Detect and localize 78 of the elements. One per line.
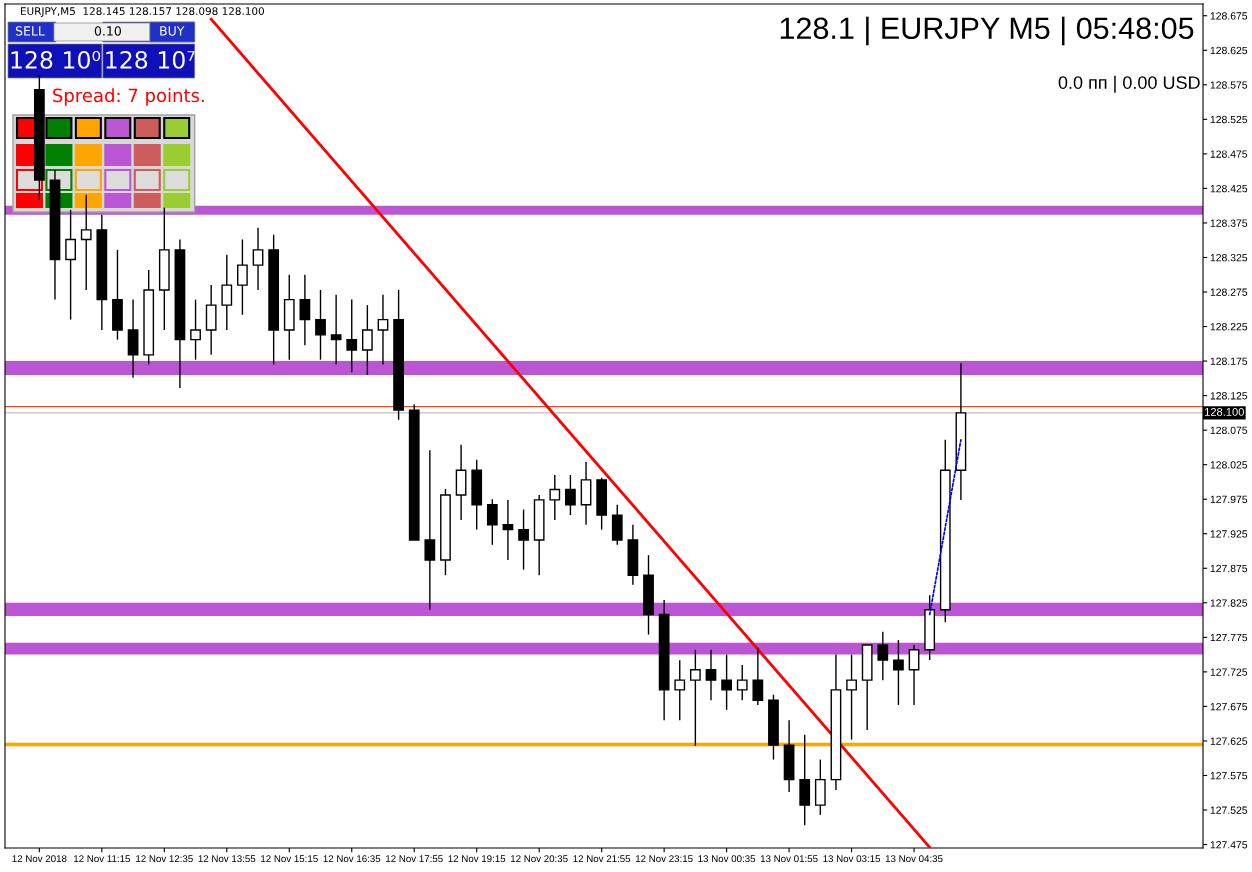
text: 0.0 пп | 0.00 USD [1058, 75, 1200, 93]
y-tick-label: 128.275 [1210, 288, 1248, 296]
y-tick-label: 128.225 [1210, 323, 1248, 331]
candlestick [736, 664, 748, 701]
annotation: EURJPY,M5 128.145 128.157 128.098 128.100 [21, 7, 264, 17]
x-tick-label: 12 Nov 11:15 [74, 855, 130, 863]
x-tick-label: 13 Nov 03:15 [823, 855, 881, 863]
x-tick-label: 12 Nov 17:55 [386, 855, 443, 863]
y-tick-label: 127.725 [1210, 668, 1248, 676]
y-tick-label: 127.925 [1210, 530, 1248, 538]
x-tick-label: 13 Nov 00:35 [698, 855, 756, 863]
x-tick-label: 12 Nov 15:15 [261, 855, 318, 863]
candlestick [330, 294, 342, 366]
annotation: 128 10⁷ [106, 50, 195, 69]
candlestick [377, 294, 389, 366]
ref-line-label: 128.100 [1205, 407, 1244, 416]
candlestick [252, 227, 264, 291]
candlestick [752, 647, 764, 706]
y-tick-label: 127.475 [1210, 841, 1248, 849]
x-tick-label: 12 Nov 23:15 [635, 855, 693, 863]
candlestick [721, 653, 732, 711]
candlestick [705, 649, 717, 701]
candlestick [549, 474, 561, 521]
candlestick [486, 498, 498, 546]
chart-title: 128.1 | EURJPY M5 | 05:48:05 [780, 16, 1194, 46]
candlestick [221, 254, 233, 331]
y-tick-label: 127.825 [1210, 599, 1248, 607]
x-tick-label: 12 Nov 12:35 [136, 855, 193, 863]
annotation: BUY [160, 26, 185, 36]
y-tick-label: 128.575 [1210, 81, 1248, 89]
candlestick [237, 238, 248, 316]
candlestick [190, 298, 201, 361]
y-tick-label: 127.575 [1210, 771, 1248, 780]
candlestick [424, 449, 436, 611]
candlestick [908, 644, 920, 706]
annotation: 128 10⁰ [11, 50, 101, 69]
candlestick [65, 209, 76, 321]
y-tick-label: 127.675 [1210, 702, 1248, 711]
y-tick-label: 128.175 [1210, 357, 1248, 365]
candlestick [299, 274, 311, 346]
candlestick [565, 474, 576, 516]
y-tick-label: 127.525 [1210, 806, 1248, 814]
y-tick-label: 128.675 [1210, 12, 1248, 20]
y-tick-label: 128.325 [1210, 253, 1248, 262]
x-tick-label: 13 Nov 01:55 [760, 855, 818, 863]
y-tick-label: 127.775 [1210, 633, 1248, 642]
y-tick-label: 128.125 [1210, 392, 1248, 400]
y-tick-label: 128.475 [1210, 150, 1248, 158]
candlestick [315, 289, 326, 361]
y-tick-label: 128.075 [1210, 426, 1248, 435]
candlestick [893, 639, 904, 706]
x-tick-label: 12 Nov 16:35 [323, 855, 381, 863]
y-tick-label: 128.375 [1210, 219, 1248, 227]
candlestick [80, 193, 92, 291]
x-tick-label: 13 Nov 04:35 [885, 855, 943, 863]
y-tick-label: 127.975 [1210, 495, 1248, 504]
y-tick-label: 127.625 [1210, 737, 1248, 745]
candlestick [518, 508, 529, 571]
annotation: SELL [15, 26, 45, 36]
x-tick-label: 12 Nov 2018 [12, 855, 67, 863]
y-tick-label: 128.625 [1210, 46, 1248, 55]
candlestick [846, 653, 857, 741]
x-tick-label: 12 Nov 13:55 [198, 855, 256, 863]
x-tick-label: 12 Nov 19:15 [448, 855, 506, 863]
annotation: 0.10 [94, 26, 121, 36]
annotation: Spread: 7 points. [53, 88, 204, 106]
y-tick-label: 128.025 [1210, 461, 1248, 469]
candlestick [689, 649, 701, 747]
y-tick-label: 127.875 [1210, 564, 1248, 573]
candlestick [674, 659, 686, 721]
y-tick-label: 128.425 [1210, 184, 1248, 193]
candlestick [346, 298, 358, 373]
candlestick [877, 631, 889, 681]
x-tick-label: 12 Nov 20:35 [511, 855, 568, 863]
y-tick-label: 128.525 [1210, 115, 1248, 124]
candlestick [502, 499, 514, 561]
candlestick [361, 304, 373, 376]
x-tick-label: 12 Nov 21:55 [573, 855, 631, 863]
